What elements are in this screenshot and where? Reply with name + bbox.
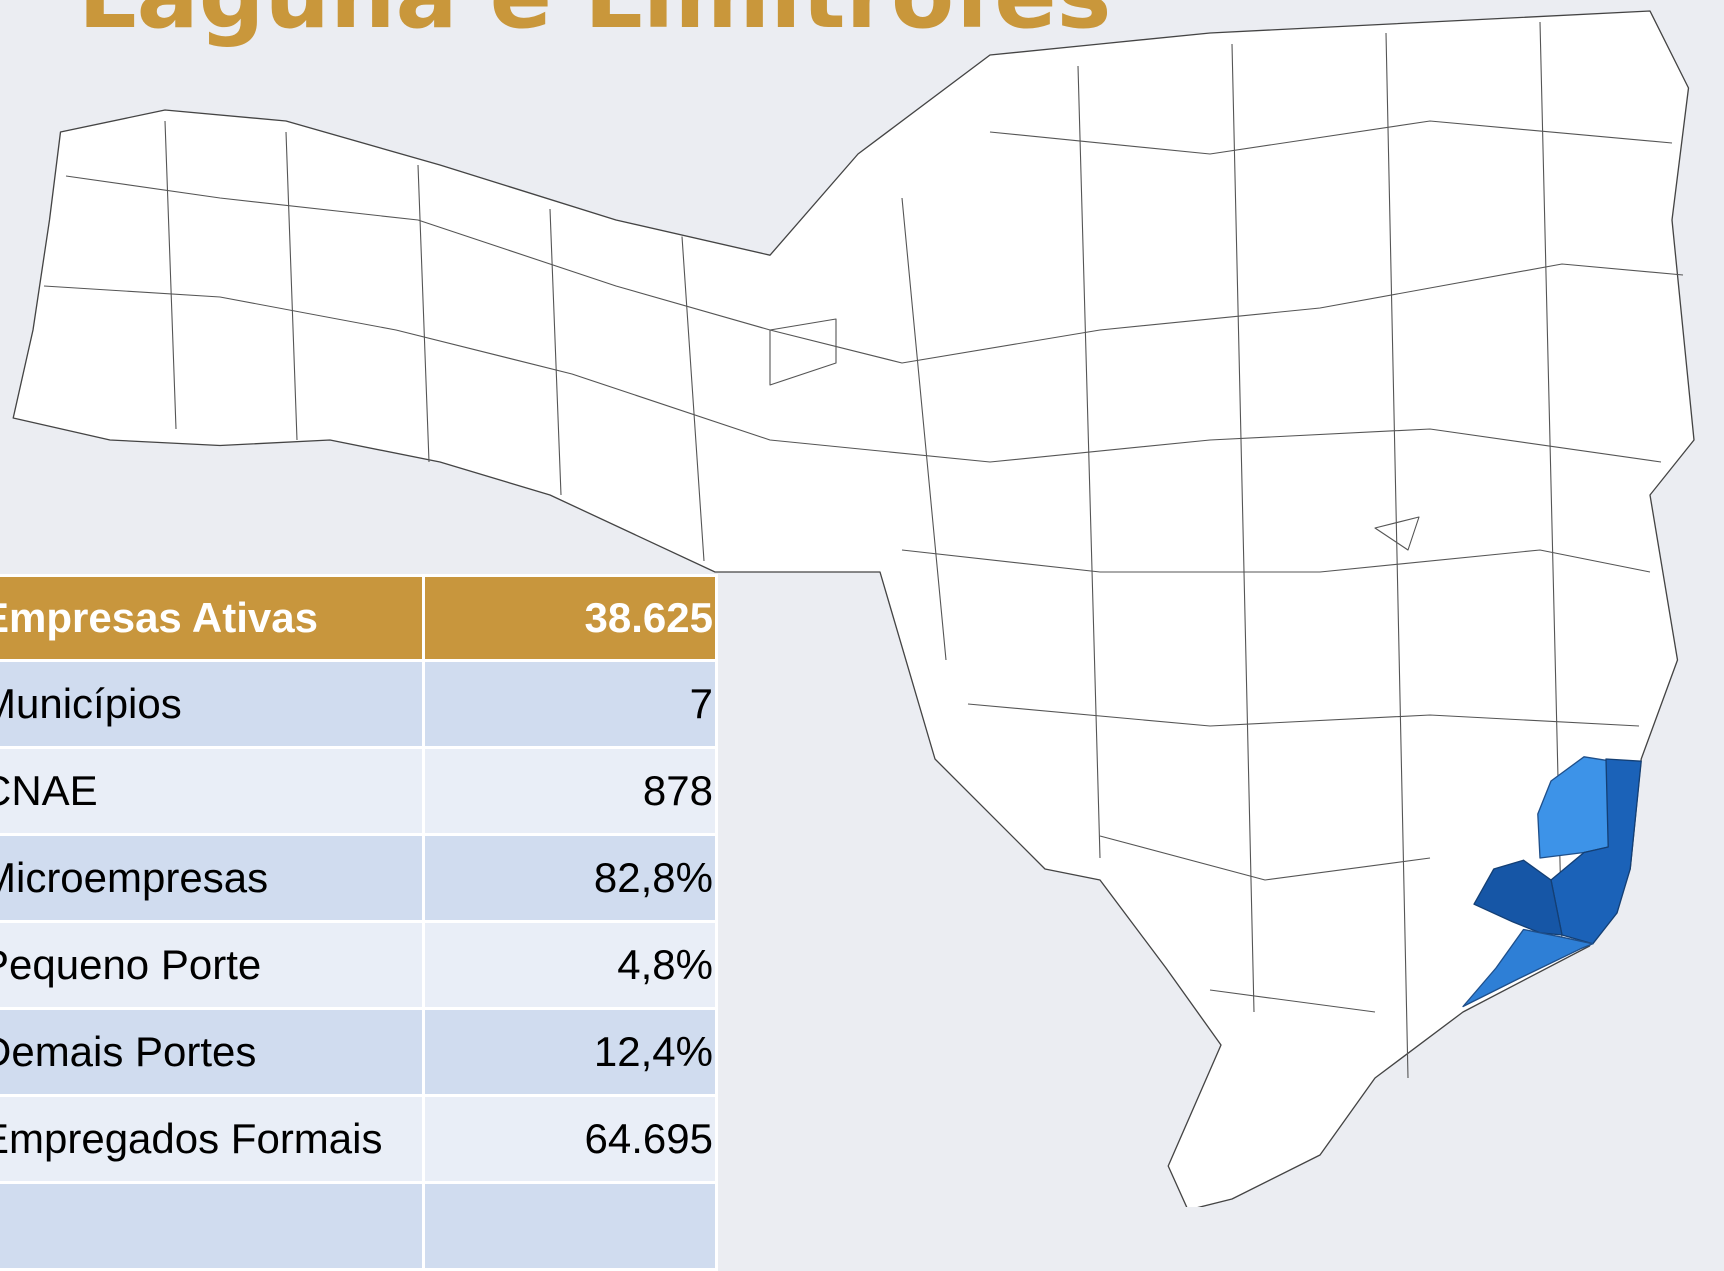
summary-table: Empresas Ativas38.625Municípios7CNAE878M…	[0, 574, 718, 1271]
region-south	[1462, 928, 1594, 1008]
table-row: CNAE878	[0, 746, 718, 836]
municipal-borders	[43, 21, 1684, 1079]
label-cell: Pequeno Porte	[0, 920, 425, 1010]
label-cell: Empregados Formais	[0, 1094, 425, 1184]
label-cell: Municípios	[0, 659, 425, 749]
value-cell: 878	[422, 746, 718, 836]
value-cell: 12,4%	[422, 1007, 718, 1097]
label-cell: Demais Portes	[0, 1007, 425, 1097]
table-row: Empresas Ativas 38.625	[0, 574, 718, 662]
value-cell: 4,8%	[422, 920, 718, 1010]
value-cell: 7	[422, 659, 718, 749]
region-dark-east	[1550, 758, 1642, 945]
label-cell: Empresas Ativas	[0, 574, 425, 662]
slide-title: Laguna e Limítrofes	[78, 0, 1111, 49]
table-row: Municípios 7	[0, 659, 718, 749]
label-cell: CNAE	[0, 746, 425, 836]
table-row: Microempresas 82,8%	[0, 833, 718, 923]
value-cell: 82,8%	[422, 833, 718, 923]
value-cell: 64.695	[422, 1094, 718, 1184]
table-row: Pequeno Porte 4,8%	[0, 920, 718, 1010]
label-cell: Microempresas	[0, 833, 425, 923]
value-cell	[422, 1181, 718, 1271]
map	[12, 10, 1695, 1207]
table-row: Empregados Formais 64.695	[0, 1094, 718, 1184]
table-row: Demais Portes 12,4%	[0, 1007, 718, 1097]
label-cell	[0, 1181, 425, 1271]
table-row	[0, 1181, 718, 1271]
value-cell: 38.625	[422, 574, 718, 662]
region-dark-west	[1473, 859, 1563, 936]
